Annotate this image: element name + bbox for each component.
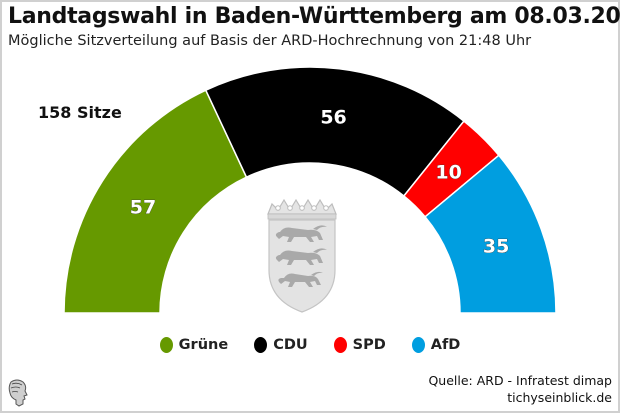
legend-swatch-cdu: [254, 337, 268, 353]
legend-swatch-afd: [411, 337, 425, 353]
coat-of-arms-icon: [267, 198, 337, 313]
site-link[interactable]: tichyseinblick.de: [507, 390, 612, 405]
source-note: Quelle: ARD - Infratest dimap tichyseinb…: [428, 372, 612, 406]
legend-label: CDU: [273, 337, 308, 353]
legend-swatch-gruene: [159, 337, 173, 353]
chart-subtitle: Mögliche Sitzverteilung auf Basis der AR…: [8, 33, 532, 49]
legend-item-afd: AfD: [411, 337, 461, 353]
legend-label: AfD: [430, 337, 461, 353]
seat-value-label: 35: [483, 235, 509, 257]
source-text: Quelle: ARD - Infratest dimap: [428, 373, 612, 388]
seat-segment-gruene: [63, 89, 248, 314]
legend-item-gruene: Grüne: [159, 337, 229, 353]
seat-segments: 57 56 10 35: [63, 66, 557, 314]
legend-swatch-spd: [333, 337, 347, 353]
legend-label: SPD: [352, 337, 386, 353]
seat-value-label: 57: [130, 197, 156, 219]
chart-title: Landtagswahl in Baden-Württemberg am 08.…: [8, 4, 620, 29]
seat-segment-afd: [424, 154, 557, 314]
legend: Grüne CDU SPD AfD: [0, 337, 620, 353]
legend-item-spd: SPD: [333, 337, 386, 353]
total-seats-label: 158 Sitze: [38, 103, 122, 122]
legend-item-cdu: CDU: [254, 337, 308, 353]
legend-label: Grüne: [178, 337, 229, 353]
seat-value-label: 10: [435, 162, 461, 184]
seat-value-label: 56: [320, 106, 346, 128]
tichy-head-logo-icon: [8, 379, 28, 407]
